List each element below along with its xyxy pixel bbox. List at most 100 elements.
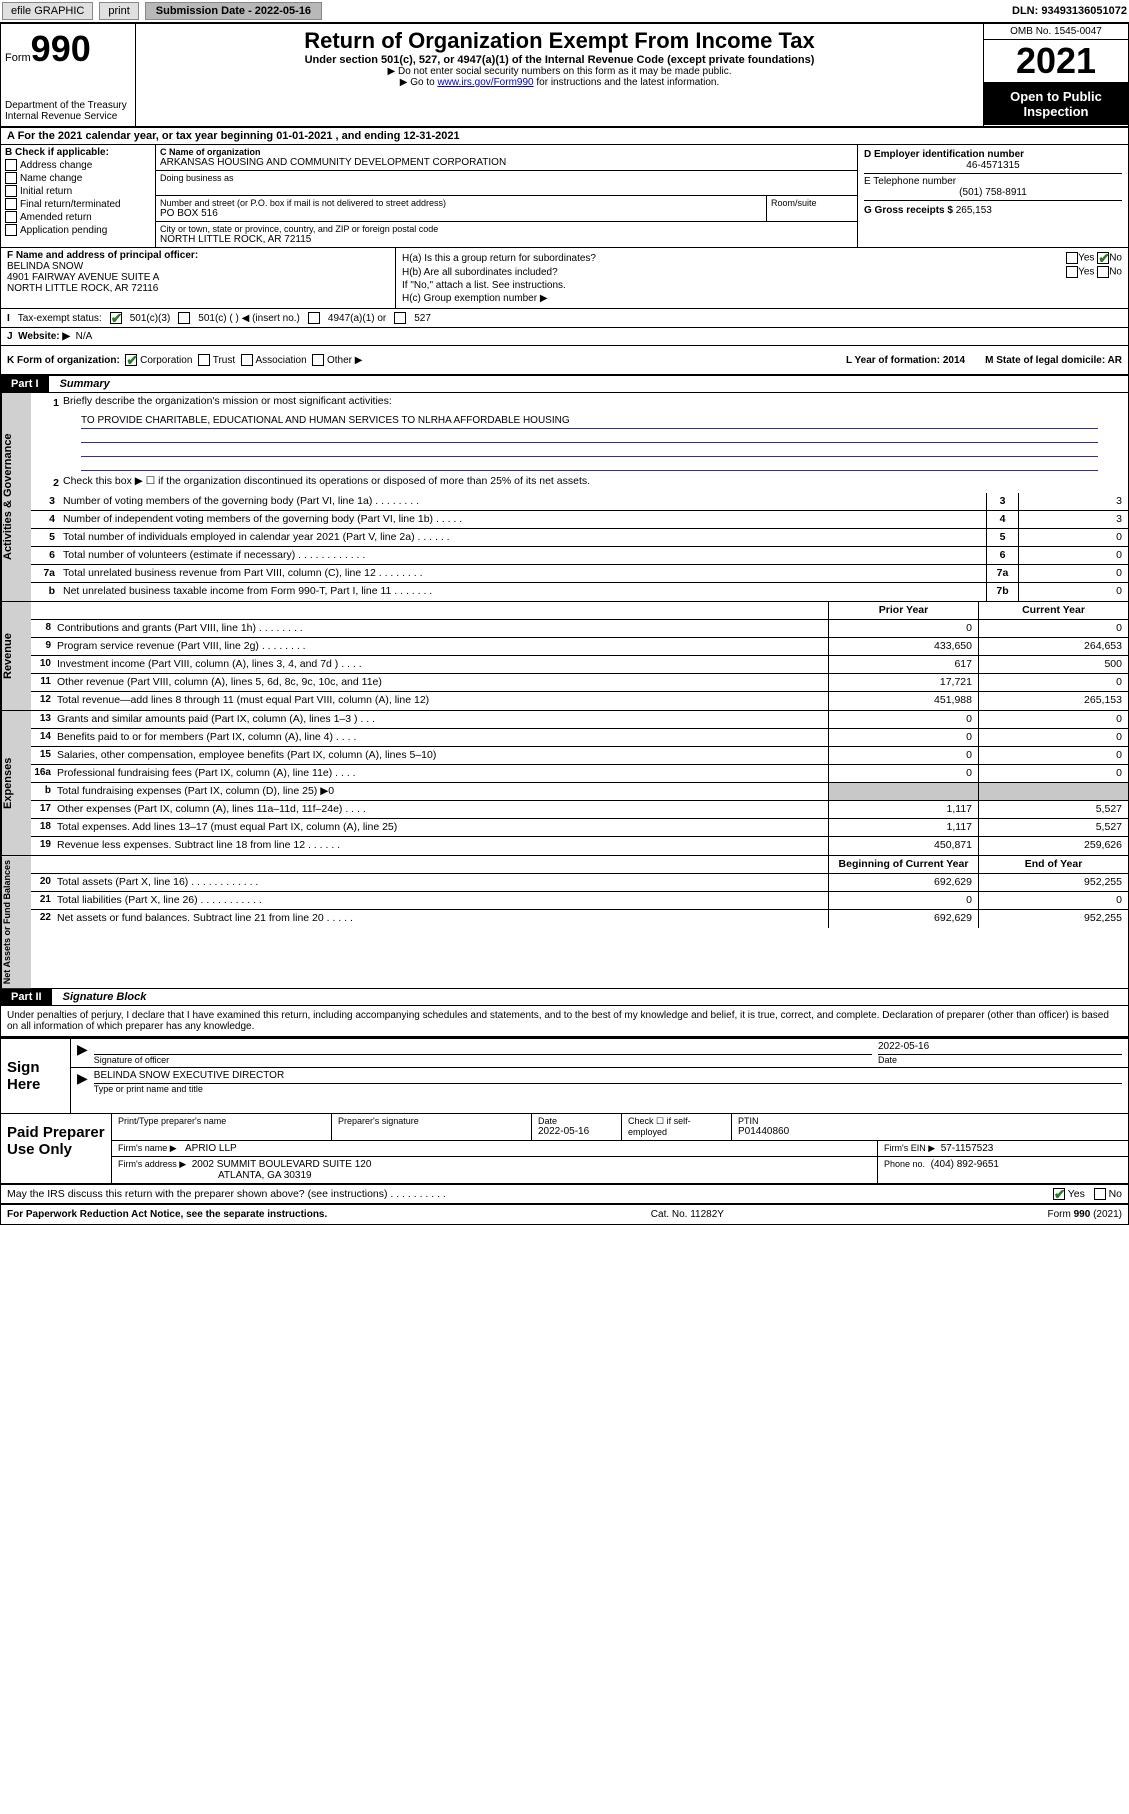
line-number: 16a (31, 765, 53, 782)
summary-line: 22Net assets or fund balances. Subtract … (31, 910, 1128, 928)
summary-line: 4Number of independent voting members of… (31, 511, 1128, 529)
arrow-icon: ▶ (77, 1041, 88, 1065)
firm-addr2: ATLANTA, GA 30319 (118, 1170, 871, 1181)
Hb-yes-checkbox[interactable] (1066, 266, 1078, 278)
summary-line: 13Grants and similar amounts paid (Part … (31, 711, 1128, 729)
note2-pre: ▶ Go to (400, 77, 438, 88)
line-number: 4 (31, 511, 59, 528)
501c-checkbox[interactable] (178, 312, 190, 324)
form-prefix: Form (5, 52, 31, 64)
line-number: b (31, 583, 59, 601)
part2-badge: Part II (1, 989, 52, 1005)
checkbox-label: Name change (20, 173, 82, 184)
checkbox-label: Amended return (20, 212, 92, 223)
prior-year-value: 0 (828, 620, 978, 637)
col-current-year: Current Year (978, 602, 1128, 619)
line-text: Net unrelated business taxable income fr… (59, 583, 986, 601)
opt-assoc: Association (256, 355, 307, 366)
G-label: G Gross receipts $ (864, 205, 953, 216)
discuss-yes-checkbox[interactable] (1053, 1188, 1065, 1200)
line-text: Total number of individuals employed in … (59, 529, 986, 546)
checkbox[interactable] (5, 224, 17, 236)
prior-year-value: 1,117 (828, 801, 978, 818)
print-button[interactable]: print (99, 2, 138, 20)
no-label: No (1109, 267, 1122, 278)
assoc-checkbox[interactable] (241, 354, 253, 366)
current-year-value: 0 (978, 620, 1128, 637)
line-text: Net assets or fund balances. Subtract li… (53, 910, 828, 928)
Hb-no-checkbox[interactable] (1097, 266, 1109, 278)
dept-label: Department of the Treasury (5, 100, 131, 111)
B-label: B Check if applicable: (5, 147, 151, 158)
omb-number: OMB No. 1545-0047 (984, 24, 1128, 40)
irs-link[interactable]: www.irs.gov/Form990 (437, 77, 533, 88)
prior-year-value: 0 (828, 765, 978, 782)
line-text: Other expenses (Part IX, column (A), lin… (53, 801, 828, 818)
form-number: 990 (31, 28, 91, 69)
ptin-value: P01440860 (738, 1126, 1122, 1137)
D-label: D Employer identification number (864, 149, 1122, 160)
line-box: 7b (986, 583, 1018, 601)
line-text: Salaries, other compensation, employee b… (53, 747, 828, 764)
opt-501c: 501(c) ( ) ◀ (insert no.) (198, 313, 300, 324)
discuss-no-checkbox[interactable] (1094, 1188, 1106, 1200)
prior-year-value: 450,871 (828, 837, 978, 855)
checkbox[interactable] (5, 172, 17, 184)
line-value: 0 (1018, 547, 1128, 564)
summary-line: 18Total expenses. Add lines 13–17 (must … (31, 819, 1128, 837)
mission-block: TO PROVIDE CHARITABLE, EDUCATIONAL AND H… (31, 413, 1128, 473)
trust-checkbox[interactable] (198, 354, 210, 366)
line-text: Total unrelated business revenue from Pa… (59, 565, 986, 582)
firm-name-value: APRIO LLP (185, 1143, 237, 1154)
line-number: 5 (31, 529, 59, 546)
line-number: 14 (31, 729, 53, 746)
corp-checkbox[interactable] (125, 354, 137, 366)
mission-text: TO PROVIDE CHARITABLE, EDUCATIONAL AND H… (81, 415, 1098, 429)
K-label: K Form of organization: (7, 355, 120, 366)
line-number: 7a (31, 565, 59, 582)
line-number: 21 (31, 892, 53, 909)
org-city: NORTH LITTLE ROCK, AR 72115 (160, 234, 853, 245)
checkbox[interactable] (5, 198, 17, 210)
checkbox[interactable] (5, 211, 17, 223)
checkbox[interactable] (5, 185, 17, 197)
sig-date-label: Date (878, 1055, 1122, 1065)
current-year-value: 0 (978, 674, 1128, 691)
efile-button[interactable]: efile GRAPHIC (2, 2, 93, 20)
L-year: L Year of formation: 2014 (846, 355, 965, 366)
checkbox-line: Address change (5, 159, 151, 171)
firm-ein-value: 57-1157523 (941, 1143, 994, 1154)
room-label: Room/suite (771, 198, 853, 208)
summary-line: 3Number of voting members of the governi… (31, 493, 1128, 511)
phone-value: (501) 758-8911 (864, 187, 1122, 198)
prior-year-value: 433,650 (828, 638, 978, 655)
Ha-yes-checkbox[interactable] (1066, 252, 1078, 264)
501c3-checkbox[interactable] (110, 312, 122, 324)
part1-badge: Part I (1, 376, 49, 392)
line-value: 0 (1018, 565, 1128, 582)
prior-year-value: 692,629 (828, 874, 978, 891)
sign-here-label: Sign Here (1, 1039, 71, 1113)
org-name: ARKANSAS HOUSING AND COMMUNITY DEVELOPME… (160, 157, 853, 168)
col-F: F Name and address of principal officer:… (1, 248, 396, 308)
527-checkbox[interactable] (394, 312, 406, 324)
checkbox[interactable] (5, 159, 17, 171)
prep-sig-label: Preparer's signature (338, 1116, 525, 1126)
line-number: 18 (31, 819, 53, 836)
Ha-no-checkbox[interactable] (1097, 252, 1109, 264)
line-text: Professional fundraising fees (Part IX, … (53, 765, 828, 782)
form-990: Form990 Department of the Treasury Inter… (0, 23, 1129, 1225)
opt-corp: Corporation (140, 355, 192, 366)
col-C: C Name of organization ARKANSAS HOUSING … (156, 145, 858, 247)
section-revenue: Revenue Prior YearCurrent Year 8Contribu… (1, 601, 1128, 710)
Ha-label: H(a) Is this a group return for subordin… (402, 253, 596, 264)
4947-checkbox[interactable] (308, 312, 320, 324)
line-text: Contributions and grants (Part VIII, lin… (53, 620, 828, 637)
checkbox-label: Initial return (20, 186, 72, 197)
section-BCD: B Check if applicable: Address change Nam… (1, 145, 1128, 248)
summary-line: 19Revenue less expenses. Subtract line 1… (31, 837, 1128, 855)
note-link: ▶ Go to www.irs.gov/Form990 for instruct… (140, 77, 979, 88)
other-checkbox[interactable] (312, 354, 324, 366)
line-number: 10 (31, 656, 53, 673)
col-H: H(a) Is this a group return for subordin… (396, 248, 1128, 308)
